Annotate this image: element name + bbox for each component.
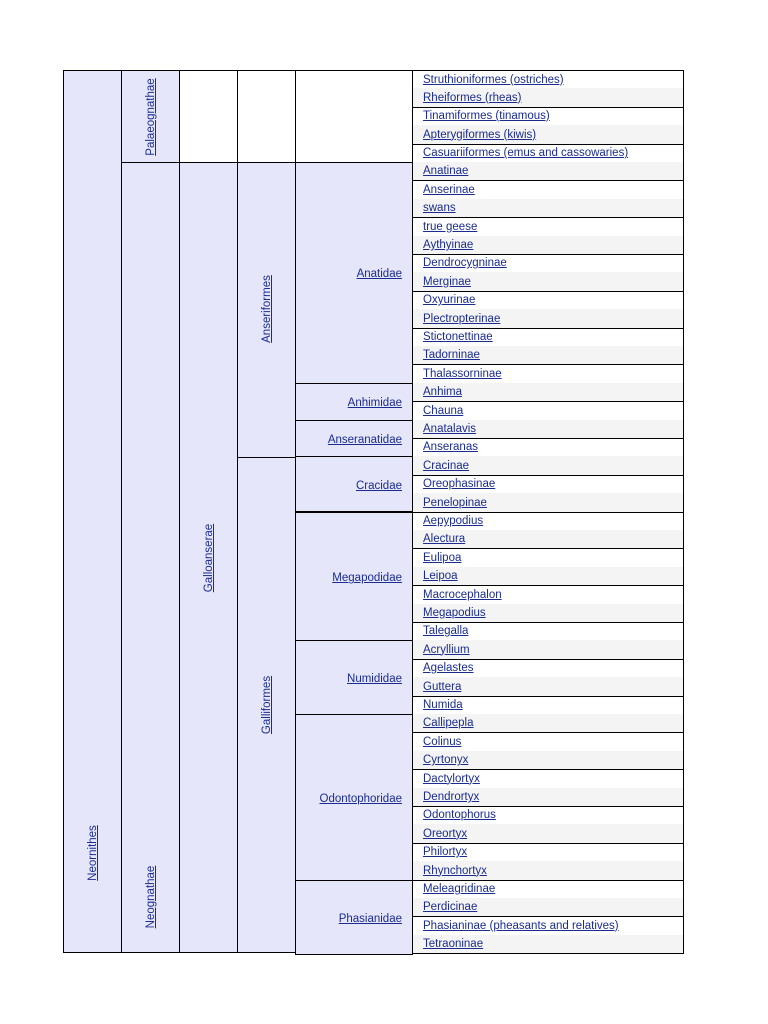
taxon-link[interactable]: Guttera (412, 677, 684, 697)
family-link[interactable]: Cracidae (355, 479, 402, 492)
taxon-link[interactable]: Meleagridinae (412, 880, 684, 899)
taxon-link[interactable]: Alectura (412, 530, 684, 549)
taxon-link[interactable]: Anatalavis (412, 420, 684, 439)
order-cell-galliformes: Galliformes (237, 457, 296, 953)
taxon-link[interactable]: true geese (412, 217, 684, 237)
taxon-link[interactable]: Chauna (412, 401, 684, 421)
family-link[interactable]: Anatidae (356, 268, 402, 281)
taxon-link[interactable]: Rheiformes (rheas) (412, 88, 684, 108)
superorder-cell-palaeognathae: Palaeognathae (121, 70, 180, 163)
taxon-link[interactable]: Oxyurinae (412, 291, 684, 310)
taxon-link[interactable]: Leipoa (412, 567, 684, 586)
taxon-link[interactable]: Callipepla (412, 714, 684, 733)
taxon-link[interactable]: Phasianinae (pheasants and relatives) (412, 916, 684, 936)
family-cell: Anhimidae (295, 383, 413, 421)
taxon-link[interactable]: Talegalla (412, 622, 684, 641)
taxon-link[interactable]: Dendrortyx (412, 788, 684, 807)
family-cell: Odontophoridae (295, 714, 413, 881)
family-cell: Cracidae (295, 456, 413, 512)
taxon-link[interactable]: Thalassorninae (412, 364, 684, 384)
family-cell: Anseranatidae (295, 420, 413, 458)
taxon-link[interactable]: Eulipoa (412, 548, 684, 568)
taxon-link[interactable]: Anatinae (412, 162, 684, 181)
family-link[interactable]: Odontophoridae (319, 792, 402, 805)
taxon-link[interactable]: Macrocephalon (412, 585, 684, 605)
taxon-link[interactable]: Cyrtonyx (412, 751, 684, 770)
taxon-link[interactable]: Penelopinae (412, 493, 684, 513)
taxon-link[interactable]: Dendrocygninae (412, 254, 684, 273)
taxon-link[interactable]: Tadorninae (412, 346, 684, 365)
taxon-link[interactable]: Plectropterinae (412, 309, 684, 329)
taxon-link[interactable]: Numida (412, 696, 684, 715)
family-cell: Numididae (295, 640, 413, 715)
taxon-link[interactable]: Apterygiformes (kiwis) (412, 125, 684, 145)
taxon-link[interactable]: Oreortyx (412, 824, 684, 844)
taxon-link[interactable]: Dactylortyx (412, 769, 684, 789)
order-link-anseriformes[interactable]: Anseriformes (260, 275, 273, 343)
family-link[interactable]: Megapodidae (332, 572, 402, 585)
taxon-link[interactable]: Oreophasinae (412, 475, 684, 494)
family-cell: Megapodidae (295, 512, 413, 642)
taxon-link[interactable]: Aythyinae (412, 236, 684, 255)
taxon-link[interactable]: Anserinae (412, 180, 684, 200)
infraclass-link[interactable]: Neornithes (86, 825, 99, 881)
taxon-link[interactable]: Stictonettinae (412, 328, 684, 347)
taxon-link[interactable]: Anhima (412, 383, 684, 402)
superorder-cell-neognathae: Neognathae (121, 162, 180, 953)
family-link[interactable]: Phasianidae (338, 912, 402, 925)
taxon-link[interactable]: Struthioniformes (ostriches) (412, 70, 684, 89)
order-link-galliformes[interactable]: Galliformes (260, 675, 273, 735)
order-cell-anseriformes: Anseriformes (237, 162, 296, 458)
family-link[interactable]: Anhimidae (347, 397, 402, 410)
taxon-link[interactable]: Casuariiformes (emus and cassowaries) (412, 144, 684, 163)
order-cell-empty (237, 70, 296, 163)
taxon-link[interactable]: swans (412, 199, 684, 218)
family-cell (295, 70, 413, 163)
taxon-link[interactable]: Tetraoninae (412, 935, 684, 954)
superorder-link-neognathae[interactable]: Neognathae (144, 865, 157, 929)
taxon-link[interactable]: Tinamiformes (tinamous) (412, 107, 684, 126)
taxon-link[interactable]: Rhynchortyx (412, 861, 684, 881)
family-cell: Phasianidae (295, 880, 413, 955)
clade-link-galloanserae[interactable]: Galloanserae (202, 523, 215, 593)
superorder-link-palaeognathae[interactable]: Palaeognathae (144, 77, 157, 156)
clade-cell-empty (179, 70, 238, 163)
taxon-link[interactable]: Aepypodius (412, 512, 684, 531)
taxon-link[interactable]: Colinus (412, 732, 684, 752)
taxon-link[interactable]: Odontophorus (412, 806, 684, 825)
taxon-link[interactable]: Cracinae (412, 456, 684, 476)
taxon-link[interactable]: Merginae (412, 272, 684, 292)
taxon-link[interactable]: Philortyx (412, 843, 684, 862)
infraclass-cell: Neornithes (63, 70, 122, 953)
taxon-link[interactable]: Perdicinae (412, 898, 684, 917)
family-link[interactable]: Anseranatidae (327, 434, 402, 447)
taxon-link[interactable]: Megapodius (412, 604, 684, 623)
clade-cell-galloanserae: Galloanserae (179, 162, 238, 953)
family-link[interactable]: Numididae (347, 672, 402, 685)
family-cell: Anatidae (295, 162, 413, 384)
taxon-link[interactable]: Anseranas (412, 438, 684, 457)
taxon-link[interactable]: Acryllium (412, 640, 684, 660)
taxon-link[interactable]: Agelastes (412, 659, 684, 678)
